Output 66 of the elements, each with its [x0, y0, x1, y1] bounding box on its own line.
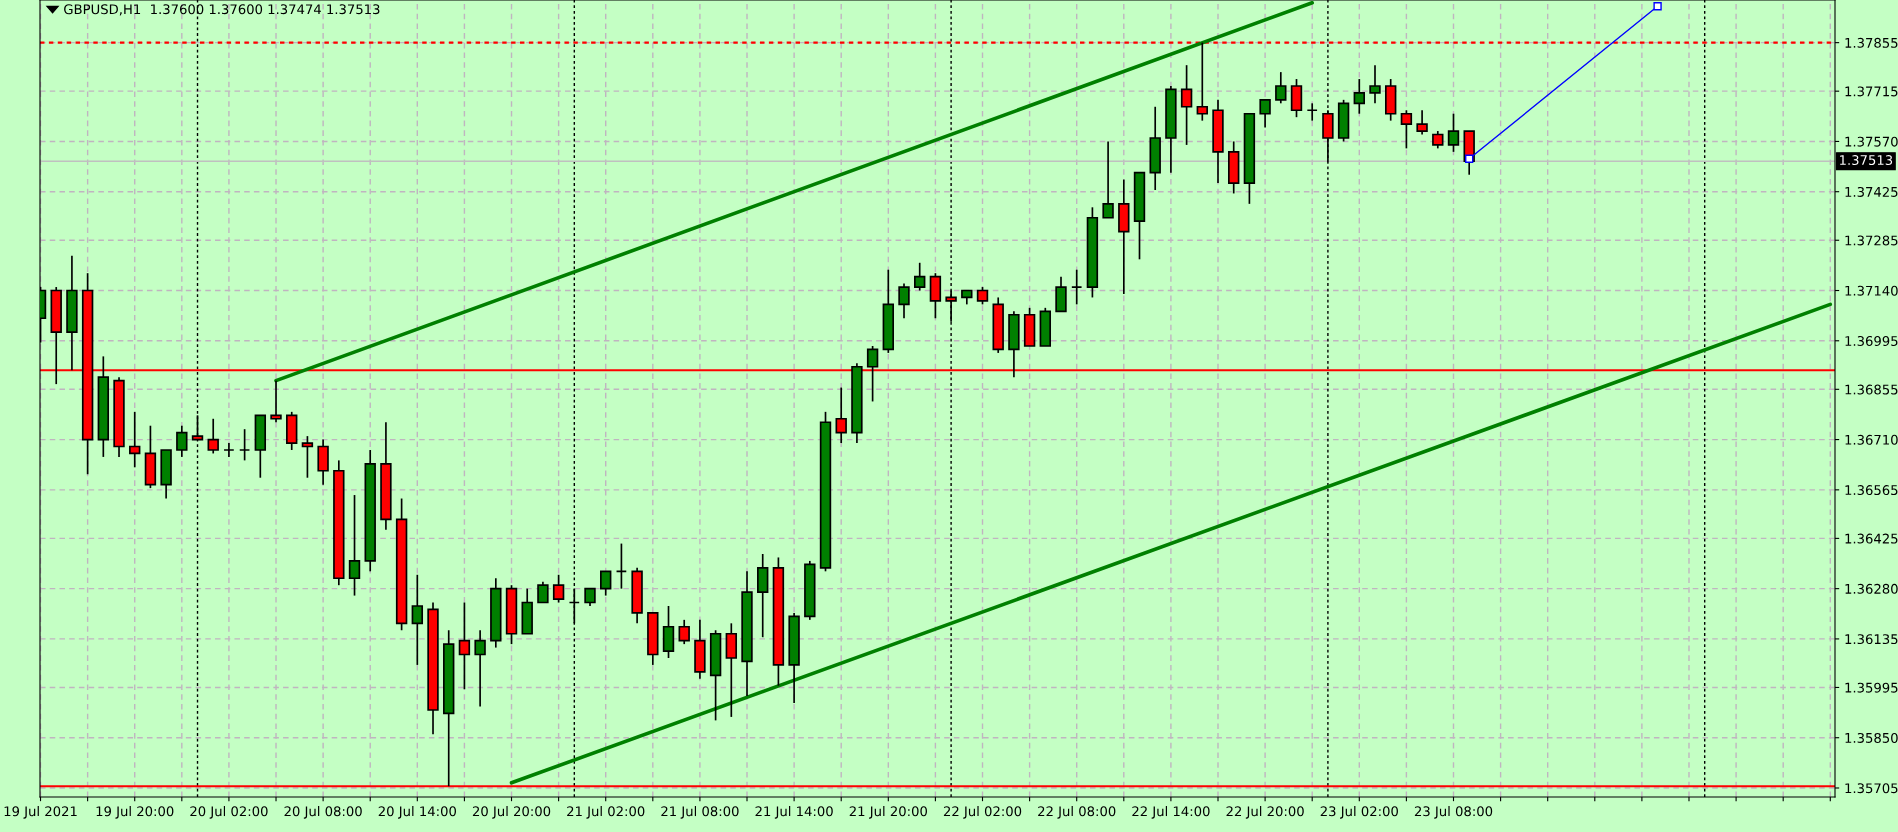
candlestick [1180, 64, 1193, 146]
x-tick-label: 23 Jul 02:00 [1320, 806, 1398, 819]
x-tick-label: 21 Jul 14:00 [755, 806, 833, 819]
x-tick-label: 21 Jul 08:00 [661, 806, 739, 819]
candlestick [600, 570, 612, 597]
y-tick-label: 1.37140 [1845, 285, 1898, 296]
ref-line-label: 1.37513 [1840, 155, 1893, 166]
y-tick-label: 1.37570 [1845, 136, 1898, 147]
y-tick-label: 1.35705 [1845, 783, 1898, 794]
candlestick [411, 573, 424, 666]
x-tick-label: 20 Jul 20:00 [472, 806, 551, 819]
candlestick [1196, 41, 1209, 122]
x-tick-label: 22 Jul 20:00 [1226, 806, 1304, 819]
y-tick-label: 1.36995 [1845, 336, 1898, 346]
y-tick-label: 1.36425 [1845, 533, 1898, 544]
candlestick [474, 629, 486, 708]
y-tick-label: 1.36855 [1845, 384, 1898, 395]
candlestick [1369, 64, 1381, 105]
y-tick-label: 1.37715 [1845, 86, 1898, 97]
x-tick-label: 20 Jul 08:00 [284, 806, 362, 819]
x-tick-label: 20 Jul 14:00 [378, 806, 456, 819]
candlestick [537, 580, 549, 604]
candlestick [207, 417, 219, 455]
x-tick-label: 20 Jul 02:00 [190, 806, 268, 819]
x-tick-label: 23 Jul 08:00 [1414, 806, 1493, 819]
x-tick-label: 22 Jul 02:00 [943, 806, 1022, 819]
candlestick [129, 411, 141, 469]
y-tick-label: 1.35850 [1845, 732, 1898, 743]
candlestick [678, 619, 690, 645]
chart-title: GBPUSD,H1 1.37600 1.37600 1.37474 1.37513 [64, 4, 380, 16]
candlestick [866, 345, 879, 403]
candlestick [1259, 99, 1271, 129]
candlestick [1353, 78, 1366, 115]
candlestick [238, 428, 251, 462]
candlestick [348, 494, 361, 597]
y-tick-label: 1.35995 [1845, 682, 1898, 693]
candlestick [615, 542, 628, 590]
y-tick-label: 1.36710 [1845, 434, 1898, 445]
candlestick [458, 601, 471, 691]
y-tick-label: 1.36135 [1845, 634, 1898, 645]
candlestick [898, 282, 910, 320]
x-tick-label: 19 Jul 20:00 [96, 806, 174, 819]
x-tick-label: 19 Jul 2021 [4, 806, 77, 819]
candlestick [1447, 112, 1460, 153]
candlestick [1400, 109, 1413, 150]
candlestick [1275, 71, 1287, 105]
x-tick-label: 22 Jul 08:00 [1038, 806, 1116, 819]
y-tick-label: 1.37425 [1845, 186, 1898, 197]
x-tick-label: 21 Jul 20:00 [849, 806, 927, 819]
candlestick [1071, 268, 1083, 306]
x-tick-label: 21 Jul 02:00 [567, 806, 645, 819]
y-tick-label: 1.36565 [1845, 485, 1898, 496]
candlestick [270, 379, 282, 424]
y-tick-label: 1.37855 [1845, 37, 1898, 48]
candlestick [1102, 140, 1114, 219]
candlestick [223, 442, 235, 458]
x-tick-label: 22 Jul 14:00 [1132, 806, 1210, 819]
y-tick-label: 1.37285 [1845, 235, 1898, 246]
candlestick [552, 573, 565, 604]
candlestick [301, 435, 314, 479]
y-tick-label: 1.36280 [1845, 583, 1898, 594]
candlestick [914, 261, 926, 292]
candlestick [1306, 102, 1318, 122]
candlestick [1416, 109, 1428, 136]
candlestick [176, 424, 188, 458]
candlestick [835, 386, 847, 444]
